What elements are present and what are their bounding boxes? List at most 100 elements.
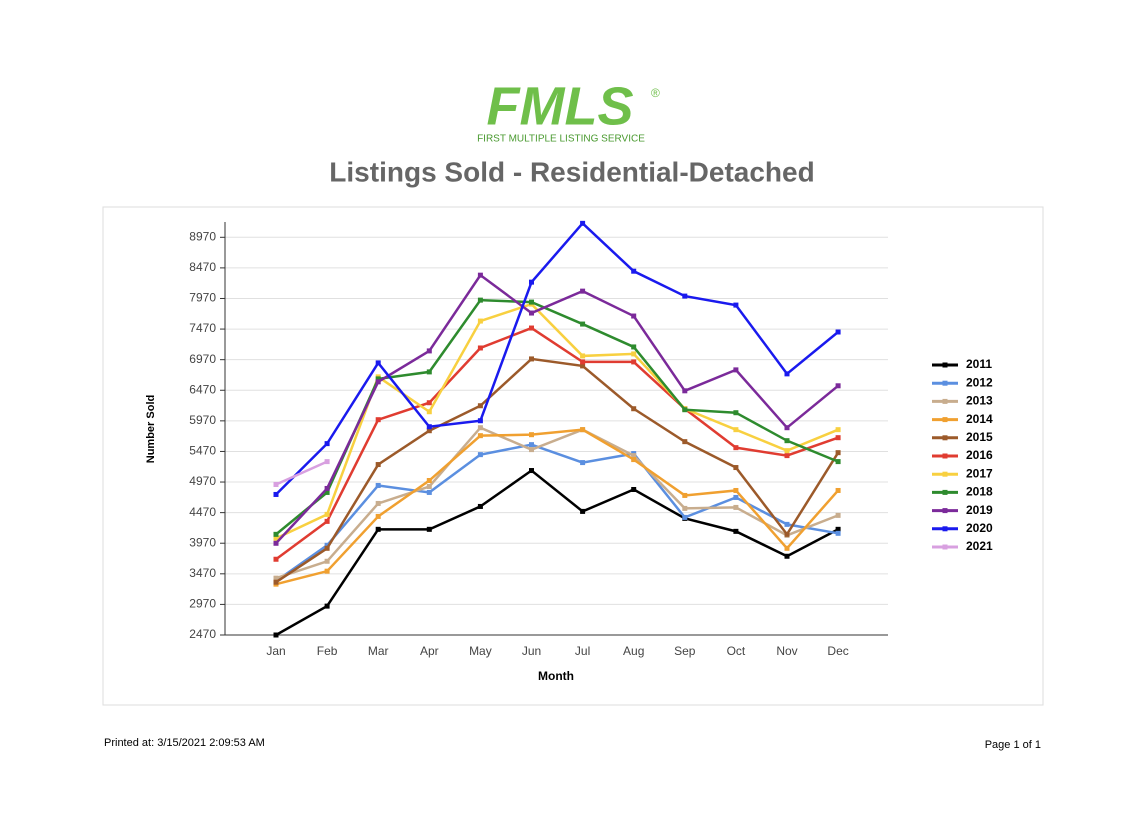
data-point [835,487,841,493]
data-point [835,526,841,532]
data-point [682,492,688,498]
data-point [426,526,432,532]
page-number: Page 1 of 1 [985,739,1041,751]
data-point [733,302,739,308]
data-point [529,325,534,331]
x-tick-label: Jul [575,644,590,658]
series-line [275,357,840,584]
data-point [784,425,790,431]
data-point [273,540,279,546]
legend-marker [942,398,948,404]
data-point [733,487,739,493]
data-point [733,445,739,451]
data-point [631,351,637,357]
data-point [784,531,790,537]
x-tick-label: Feb [317,644,338,658]
legend-marker [942,544,948,550]
legend-marker [942,489,948,495]
data-point [324,511,330,517]
data-point [426,484,432,490]
series-line [275,468,839,637]
data-point [426,428,432,434]
x-tick-label: Mar [368,644,389,658]
data-point [529,299,534,305]
data-point [682,388,688,394]
data-point [733,528,739,534]
data-point [733,504,739,510]
y-tick-label: 8470 [189,260,216,274]
x-tick-label: Oct [727,644,746,658]
data-point [784,553,790,559]
data-point [273,632,279,638]
data-point [631,457,637,463]
data-point [273,579,279,585]
data-point [835,530,841,536]
data-point [477,403,483,409]
data-point [631,487,637,493]
data-point [426,489,432,495]
legend-label: 2016 [966,448,993,462]
data-point [426,409,432,415]
data-point [631,313,637,319]
data-point [375,376,381,382]
data-point [324,542,330,548]
data-point [477,345,483,351]
data-point [529,356,534,362]
series-line [275,428,840,586]
x-tick-label: Dec [827,644,848,658]
data-point [835,427,841,433]
data-point [324,603,330,609]
y-tick-label: 4970 [189,474,216,488]
data-point [529,447,534,453]
logo: FMLS [487,76,634,136]
data-point [784,438,790,444]
data-point [580,359,586,365]
data-point [324,485,330,491]
x-tick-label: Nov [776,644,797,658]
data-point [426,369,432,375]
data-point [375,482,381,488]
data-point [835,512,841,518]
legend-label: 2020 [966,521,993,535]
y-tick-label: 5970 [189,413,216,427]
y-tick-label: 6970 [189,352,216,366]
data-point [835,459,841,465]
series-line [275,426,839,580]
series-line [275,460,328,486]
legend-marker [942,453,948,459]
x-tick-label: Jun [522,644,541,658]
data-point [682,407,688,413]
data-point [273,491,279,497]
data-point [477,425,483,431]
data-point [733,494,739,500]
data-point [477,452,483,458]
data-point [375,462,381,468]
data-point [426,424,432,430]
data-point [273,481,279,487]
chart-frame [102,206,1044,706]
x-tick-label: Jan [266,644,285,658]
data-point [733,410,739,416]
data-point [375,379,381,385]
y-tick-label: 3470 [189,566,216,580]
y-tick-label: 2470 [189,627,216,641]
legend-marker [942,362,948,368]
data-point [273,556,279,562]
data-point [631,406,637,412]
data-point [426,348,432,354]
data-point [835,383,841,389]
x-axis-label: Month [538,669,574,683]
legend-label: 2018 [966,485,993,499]
data-point [324,568,330,574]
y-tick-label: 7970 [189,291,216,305]
legend-marker [942,380,948,386]
data-point [580,288,586,294]
y-axis-label: Number Sold [145,395,157,463]
y-tick-label: 5470 [189,444,216,458]
legend-label: 2011 [966,357,992,371]
data-point [784,453,790,459]
data-point [631,268,637,274]
x-tick-label: Sep [674,644,696,658]
data-point [580,508,586,514]
